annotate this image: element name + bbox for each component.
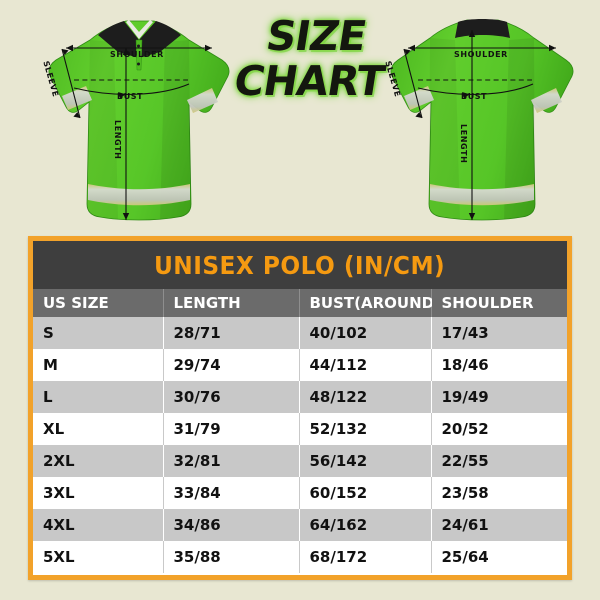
cell-size: M bbox=[33, 349, 164, 381]
column-header-shoulder: SHOULDER bbox=[431, 289, 567, 317]
cell-shoulder: 19/49 bbox=[431, 381, 567, 413]
table-row: 2XL 32/81 56/142 22/55 bbox=[33, 445, 567, 477]
polo-back-view: SHOULDER SLEEVE BUST LENGTH bbox=[368, 8, 588, 230]
size-table-inner: UNISEX POLO (IN/CM) US SIZE LENGTH BUST(… bbox=[33, 241, 567, 575]
front-label-shoulder: SHOULDER bbox=[110, 50, 164, 59]
size-table-title-bar: UNISEX POLO (IN/CM) bbox=[33, 241, 567, 289]
cell-length: 30/76 bbox=[163, 381, 300, 413]
polo-front-illustration bbox=[48, 20, 230, 221]
table-row: S 28/71 40/102 17/43 bbox=[33, 317, 567, 349]
cell-shoulder: 24/61 bbox=[431, 509, 567, 541]
cell-shoulder: 17/43 bbox=[431, 317, 567, 349]
table-row: 3XL 33/84 60/152 23/58 bbox=[33, 477, 567, 509]
polo-front-view: SHOULDER SLEEVE BUST LENGTH bbox=[26, 8, 246, 230]
column-header-bust: BUST(AROUND) bbox=[299, 289, 441, 317]
cell-bust: 48/122 bbox=[299, 381, 432, 413]
cell-shoulder: 18/46 bbox=[431, 349, 567, 381]
cell-shoulder: 20/52 bbox=[431, 413, 567, 445]
cell-shoulder: 22/55 bbox=[431, 445, 567, 477]
header-row: US SIZE LENGTH BUST(AROUND) SHOULDER bbox=[33, 289, 567, 317]
size-table-title: UNISEX POLO (IN/CM) bbox=[154, 250, 446, 280]
cell-length: 35/88 bbox=[163, 541, 300, 573]
column-header-us-size: US SIZE bbox=[33, 289, 164, 317]
polo-back-illustration bbox=[390, 19, 574, 221]
back-label-shoulder: SHOULDER bbox=[454, 50, 508, 59]
cell-size: 5XL bbox=[33, 541, 164, 573]
cell-length: 28/71 bbox=[163, 317, 300, 349]
cell-bust: 44/112 bbox=[299, 349, 432, 381]
cell-bust: 60/152 bbox=[299, 477, 432, 509]
table-row: L 30/76 48/122 19/49 bbox=[33, 381, 567, 413]
cell-size: L bbox=[33, 381, 164, 413]
cell-bust: 52/132 bbox=[299, 413, 432, 445]
table-row: XL 31/79 52/132 20/52 bbox=[33, 413, 567, 445]
cell-shoulder: 23/58 bbox=[431, 477, 567, 509]
hero-illustration: SIZE CHART bbox=[0, 0, 600, 232]
table-row: M 29/74 44/112 18/46 bbox=[33, 349, 567, 381]
cell-length: 32/81 bbox=[163, 445, 300, 477]
size-table-body: S 28/71 40/102 17/43 M 29/74 44/112 18/4… bbox=[33, 317, 567, 573]
front-label-length: LENGTH bbox=[113, 120, 122, 160]
cell-size: XL bbox=[33, 413, 164, 445]
back-label-length: LENGTH bbox=[459, 124, 468, 164]
cell-length: 34/86 bbox=[163, 509, 300, 541]
cell-size: 2XL bbox=[33, 445, 164, 477]
table-row: 5XL 35/88 68/172 25/64 bbox=[33, 541, 567, 573]
front-label-bust: BUST bbox=[117, 92, 144, 101]
cell-bust: 68/172 bbox=[299, 541, 432, 573]
size-table-frame: UNISEX POLO (IN/CM) US SIZE LENGTH BUST(… bbox=[28, 236, 572, 580]
back-label-bust: BUST bbox=[461, 92, 488, 101]
cell-size: S bbox=[33, 317, 164, 349]
cell-size: 3XL bbox=[33, 477, 164, 509]
cell-bust: 40/102 bbox=[299, 317, 432, 349]
size-table: US SIZE LENGTH BUST(AROUND) SHOULDER S 2… bbox=[33, 289, 567, 573]
cell-bust: 64/162 bbox=[299, 509, 432, 541]
cell-length: 33/84 bbox=[163, 477, 300, 509]
cell-shoulder: 25/64 bbox=[431, 541, 567, 573]
table-row: 4XL 34/86 64/162 24/61 bbox=[33, 509, 567, 541]
cell-size: 4XL bbox=[33, 509, 164, 541]
cell-bust: 56/142 bbox=[299, 445, 432, 477]
cell-length: 31/79 bbox=[163, 413, 300, 445]
size-table-head: US SIZE LENGTH BUST(AROUND) SHOULDER bbox=[33, 289, 567, 317]
cell-length: 29/74 bbox=[163, 349, 300, 381]
column-header-length: LENGTH bbox=[163, 289, 300, 317]
